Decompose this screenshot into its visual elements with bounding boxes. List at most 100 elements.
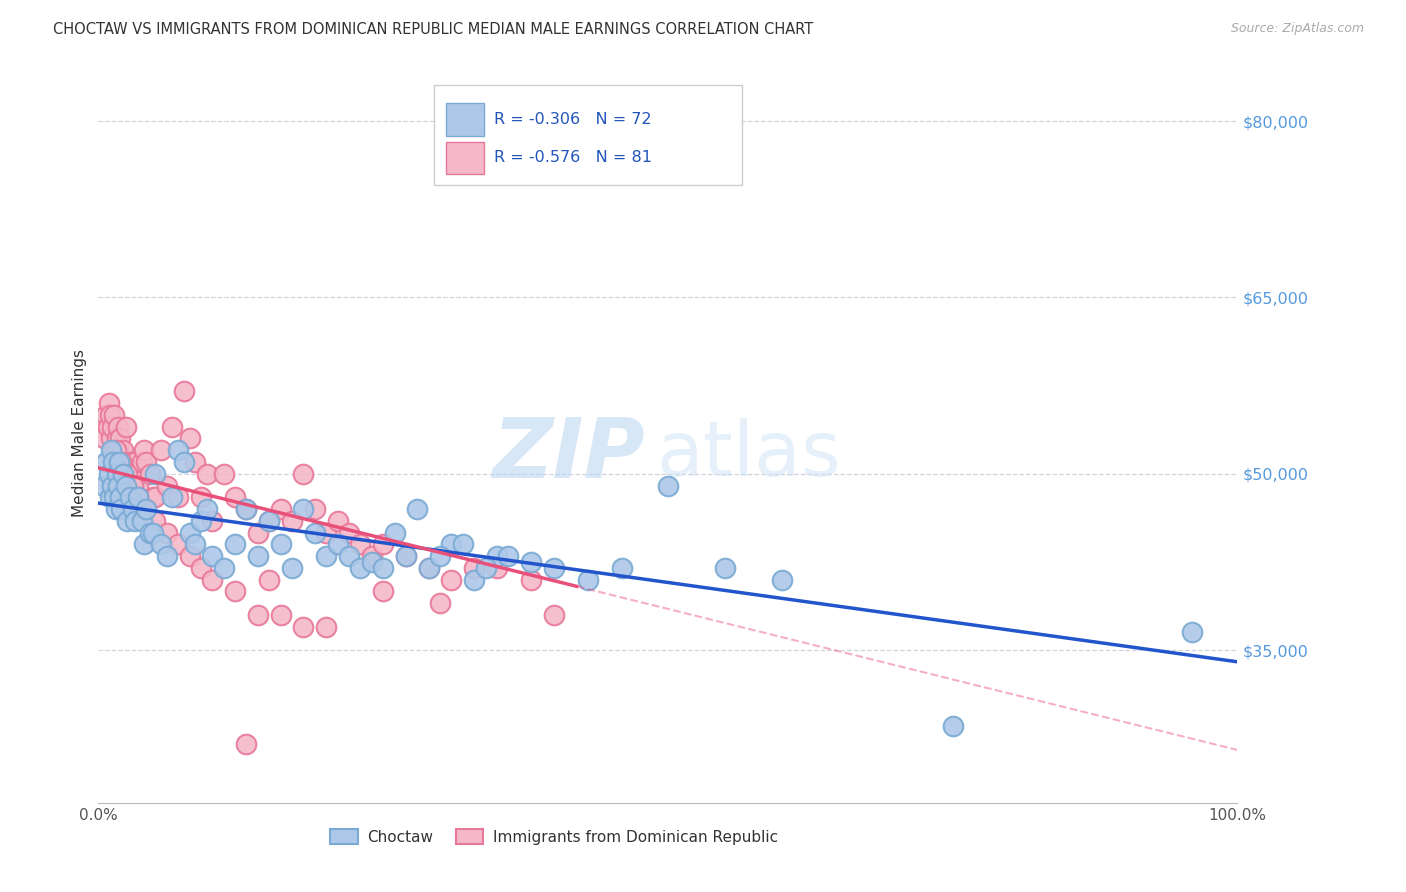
Point — [135, 455, 157, 469]
Point — [138, 467, 160, 481]
Point — [463, 573, 485, 587]
Point — [463, 561, 485, 575]
Point — [115, 514, 138, 528]
Point — [96, 419, 118, 434]
Point — [127, 478, 149, 492]
Point — [201, 573, 224, 587]
Point — [195, 467, 218, 481]
Text: Source: ZipAtlas.com: Source: ZipAtlas.com — [1230, 22, 1364, 36]
Point — [179, 549, 201, 563]
Point — [121, 467, 143, 481]
Point — [103, 490, 125, 504]
Point — [224, 584, 246, 599]
Point — [326, 514, 349, 528]
Point — [315, 619, 337, 633]
Point — [101, 478, 124, 492]
Point — [184, 455, 207, 469]
Point — [107, 478, 129, 492]
Point — [184, 537, 207, 551]
Point — [315, 525, 337, 540]
Point — [110, 455, 132, 469]
Point — [150, 537, 173, 551]
Point — [406, 502, 429, 516]
Point — [371, 537, 394, 551]
Point — [349, 561, 371, 575]
Point — [486, 561, 509, 575]
Point — [371, 584, 394, 599]
Point — [105, 467, 128, 481]
Point — [498, 549, 520, 563]
Point — [224, 537, 246, 551]
Point — [270, 607, 292, 622]
Point — [173, 384, 195, 399]
Point — [371, 561, 394, 575]
Point — [212, 561, 235, 575]
Point — [259, 573, 281, 587]
Point — [576, 573, 599, 587]
Point — [150, 443, 173, 458]
Point — [104, 502, 127, 516]
Point — [104, 443, 127, 458]
Point — [281, 514, 304, 528]
Point — [714, 561, 737, 575]
Point — [360, 549, 382, 563]
Point — [108, 455, 131, 469]
Legend: Choctaw, Immigrants from Dominican Republic: Choctaw, Immigrants from Dominican Repub… — [325, 822, 783, 851]
Point — [142, 490, 165, 504]
FancyBboxPatch shape — [446, 142, 485, 174]
Point — [520, 555, 543, 569]
Point — [156, 525, 179, 540]
Point — [190, 514, 212, 528]
Point — [451, 537, 474, 551]
Point — [304, 525, 326, 540]
Point — [281, 561, 304, 575]
Point — [98, 408, 121, 422]
Point — [97, 396, 120, 410]
Point — [103, 455, 125, 469]
Point — [201, 549, 224, 563]
Point — [104, 455, 127, 469]
Point — [101, 419, 124, 434]
Point — [657, 478, 679, 492]
Point — [145, 467, 167, 481]
Text: ZIP: ZIP — [492, 414, 645, 495]
Point — [132, 537, 155, 551]
Point — [395, 549, 418, 563]
Text: R = -0.306   N = 72: R = -0.306 N = 72 — [494, 112, 651, 127]
Point — [190, 490, 212, 504]
Text: atlas: atlas — [657, 417, 841, 491]
Point — [384, 525, 406, 540]
Point — [121, 502, 143, 516]
Point — [543, 561, 565, 575]
Point — [142, 525, 165, 540]
Point — [120, 490, 142, 504]
Point — [120, 455, 142, 469]
Point — [418, 561, 440, 575]
Point — [418, 561, 440, 575]
FancyBboxPatch shape — [434, 85, 742, 185]
Text: R = -0.576   N = 81: R = -0.576 N = 81 — [494, 151, 651, 165]
Point — [486, 549, 509, 563]
Point — [179, 525, 201, 540]
Point — [124, 455, 146, 469]
Point — [127, 490, 149, 504]
Point — [167, 490, 190, 504]
Point — [259, 514, 281, 528]
Point — [108, 490, 131, 504]
Point — [212, 467, 235, 481]
Point — [145, 490, 167, 504]
Point — [440, 573, 463, 587]
Point — [115, 467, 138, 481]
Point — [97, 467, 120, 481]
Point — [167, 443, 190, 458]
Text: CHOCTAW VS IMMIGRANTS FROM DOMINICAN REPUBLIC MEDIAN MALE EARNINGS CORRELATION C: CHOCTAW VS IMMIGRANTS FROM DOMINICAN REP… — [53, 22, 814, 37]
Point — [360, 555, 382, 569]
Point — [162, 490, 184, 504]
Point — [132, 502, 155, 516]
Point — [110, 502, 132, 516]
Point — [246, 525, 269, 540]
Point — [135, 502, 157, 516]
Point — [292, 619, 315, 633]
Point — [235, 737, 257, 751]
Point — [612, 561, 634, 575]
